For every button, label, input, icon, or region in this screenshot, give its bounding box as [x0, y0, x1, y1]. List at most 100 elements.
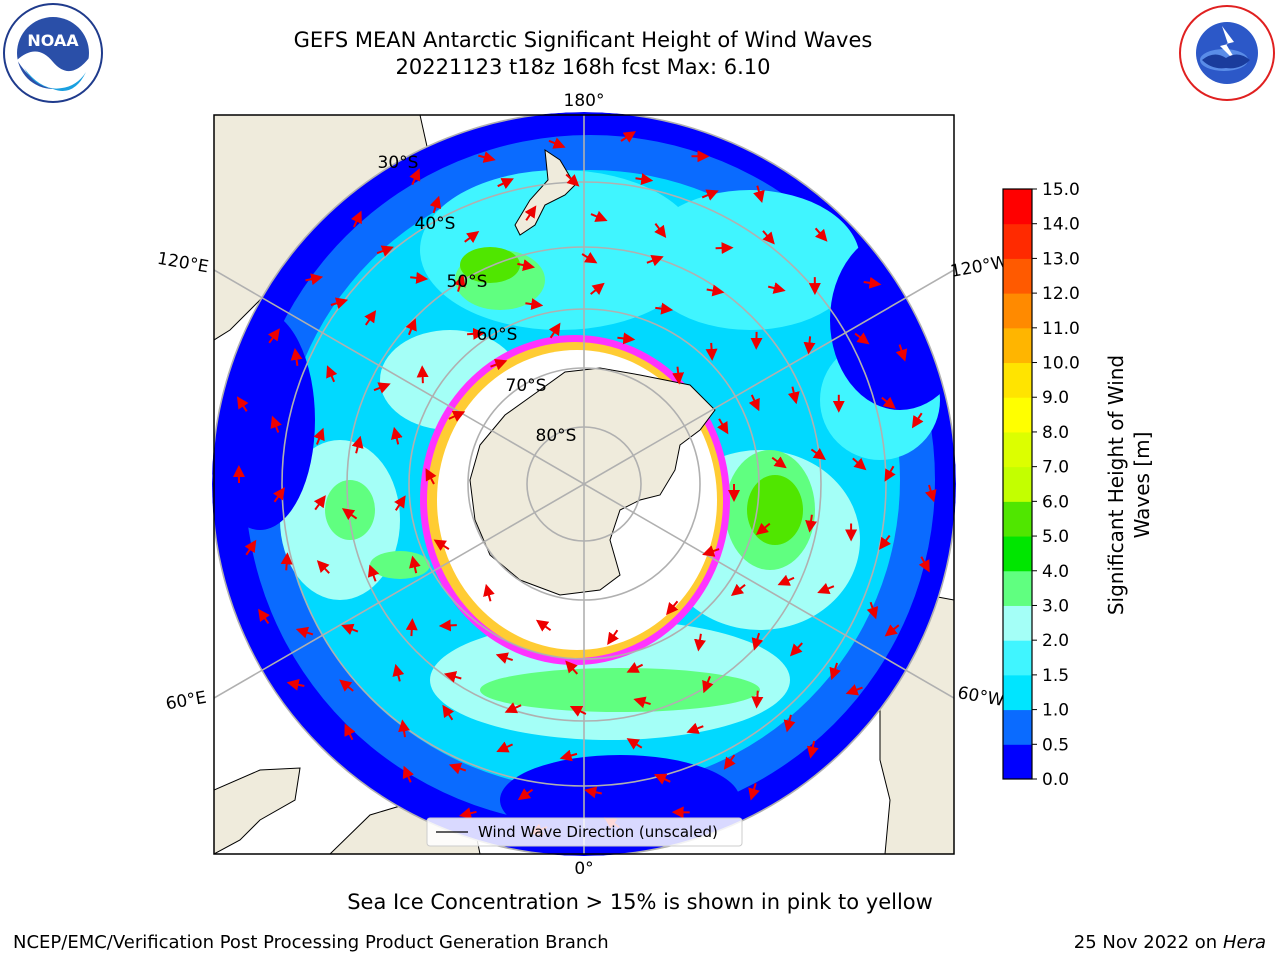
- colorbar-swatch: [1003, 674, 1032, 711]
- graticule: [214, 115, 954, 854]
- wave-direction-arrow: [633, 696, 651, 709]
- colorbar-tick-label: 2.0: [1042, 631, 1069, 651]
- colorbar-title-line1: Significant Height of Wind: [1104, 354, 1128, 616]
- lat-label-60s: 60°S: [477, 325, 518, 345]
- wave-direction-arrow: [918, 556, 930, 573]
- wave-direction-arrow: [448, 762, 467, 775]
- lon-label-120e: 120°E: [156, 249, 210, 278]
- colorbar-swatch: [1003, 744, 1032, 780]
- wave-direction-arrow: [351, 435, 364, 454]
- map-frame: [213, 114, 955, 855]
- wave-direction-arrow: [459, 807, 477, 820]
- colorbar-tick-label: 8.0: [1042, 423, 1069, 443]
- wave-direction-arrow: [467, 327, 486, 340]
- wave-direction-arrow: [425, 468, 437, 485]
- wave-direction-arrow: [448, 410, 466, 422]
- colorbar-swatch: [1003, 189, 1032, 225]
- colorbar-title-line2: Waves [m]: [1130, 431, 1154, 539]
- legend-label: Wind Wave Direction (unscaled): [478, 823, 718, 841]
- noaa-logo-text: NOAA: [27, 31, 79, 50]
- wave-direction-arrow: [454, 274, 466, 292]
- wave-direction-arrow: [590, 282, 605, 295]
- lon-label-180: 180°: [564, 91, 605, 111]
- wave-direction-arrow: [236, 396, 249, 412]
- colorbar-tick-label: 1.5: [1042, 666, 1069, 686]
- footer-credit: NCEP/EMC/Verification Post Processing Pr…: [13, 932, 609, 953]
- colorbar-tick-label: 3.0: [1042, 596, 1069, 616]
- wave-direction-arrow: [777, 574, 795, 586]
- wave-direction-arrow: [280, 552, 293, 571]
- wave-direction-arrow: [884, 624, 900, 637]
- wave-direction-arrow: [273, 487, 285, 503]
- wave-direction-arrow: [748, 394, 760, 412]
- wave-direction-arrow: [852, 457, 867, 471]
- wave-direction-arrow: [705, 342, 718, 361]
- wave-direction-arrow: [783, 714, 796, 733]
- wave-direction-arrow: [617, 332, 636, 345]
- wave-direction-arrow: [290, 347, 303, 366]
- wave-direction-arrow: [367, 564, 380, 582]
- colorbar-swatch: [1003, 501, 1032, 537]
- wave-direction-arrow: [884, 465, 896, 482]
- wave-direction-arrow: [490, 358, 508, 371]
- wave-direction-arrow: [497, 178, 514, 189]
- wave-direction-arrow: [548, 137, 566, 149]
- wave-direction-arrow: [565, 660, 579, 675]
- colorbar-tick-label: 14.0: [1042, 215, 1080, 235]
- wave-direction-arrow: [753, 185, 765, 204]
- colorbar-swatch: [1003, 570, 1032, 606]
- wave-direction-arrow: [730, 583, 746, 596]
- wave-direction-arrow: [717, 418, 729, 435]
- wave-direction-arrow: [666, 600, 679, 616]
- wave-direction-arrow: [373, 382, 391, 394]
- colorbar-frame: [1002, 188, 1033, 780]
- wave-direction-arrow: [524, 205, 537, 221]
- map-title: GEFS MEAN Antarctic Significant Height o…: [293, 28, 873, 52]
- wave-direction-arrow: [267, 328, 280, 344]
- wave-direction-arrow: [881, 396, 896, 409]
- wave-direction-arrow: [478, 151, 496, 163]
- wave-direction-arrow: [364, 310, 377, 326]
- wave-direction-arrow: [517, 259, 536, 271]
- colorbar-swatch: [1003, 327, 1032, 364]
- colorbar-tick-label: 5.0: [1042, 527, 1069, 547]
- wave-direction-arrow: [398, 719, 410, 738]
- wave-direction-arrow: [409, 555, 421, 574]
- colorbar-tick-label: 0.5: [1042, 735, 1069, 755]
- wave-direction-arrow: [767, 282, 786, 294]
- wind-wave-arrows: [232, 131, 937, 835]
- lat-label-70s: 70°S: [506, 376, 547, 396]
- wave-direction-arrow: [483, 583, 495, 602]
- lat-label-40s: 40°S: [415, 214, 456, 234]
- wave-direction-arrow: [635, 173, 654, 186]
- wave-direction-arrow: [789, 642, 803, 657]
- wave-direction-arrow: [686, 722, 704, 734]
- lat-label-30s: 30°S: [378, 153, 419, 173]
- footer-date: 25 Nov 2022 on Hera: [1074, 932, 1266, 953]
- lon-label-60w: 60°W: [956, 683, 1006, 711]
- wave-direction-arrow: [755, 522, 771, 536]
- wave-direction-arrow: [392, 663, 405, 682]
- africa-land: [214, 767, 301, 854]
- wave-direction-arrow: [464, 231, 480, 243]
- wave-direction-arrow: [409, 168, 421, 186]
- wave-direction-arrow: [330, 297, 349, 309]
- wave-direction-arrow: [771, 456, 787, 469]
- lon-label-120w: 120°W: [949, 252, 1010, 282]
- wave-direction-arrow: [723, 754, 736, 770]
- colorbar-tick-label: 4.0: [1042, 562, 1069, 582]
- wave-direction-arrow: [803, 336, 816, 355]
- wave-direction-arrow: [350, 210, 362, 228]
- wave-direction-arrow: [626, 738, 643, 750]
- wave-direction-arrow: [525, 298, 544, 311]
- colorbar-tick-label: 13.0: [1042, 249, 1080, 269]
- wave-direction-arrow: [626, 661, 644, 673]
- wave-direction-arrow: [438, 619, 457, 632]
- wave-direction-arrow: [895, 344, 908, 362]
- wave-direction-arrow: [496, 741, 514, 753]
- wave-direction-arrow: [706, 284, 725, 297]
- wave-direction-arrow: [495, 652, 514, 664]
- colorbar-tick-label: 1.0: [1042, 701, 1069, 721]
- lat-label-50s: 50°S: [447, 272, 488, 292]
